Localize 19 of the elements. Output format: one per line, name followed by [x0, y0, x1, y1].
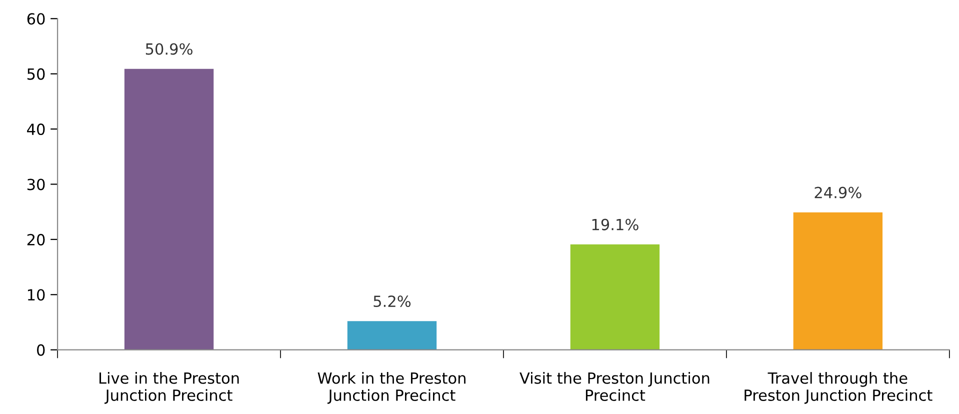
- data-label: 5.2%: [374, 296, 411, 308]
- y-tick-label: 10: [28, 289, 45, 301]
- y-tick-label: 40: [27, 123, 45, 136]
- y-tick-label: 60: [27, 13, 45, 25]
- x-tick-label: Live in the Preston Junction Precinct: [100, 372, 239, 404]
- y-tick-label: 30: [27, 178, 45, 190]
- data-label: 24.9%: [814, 186, 862, 198]
- y-tick-label: 20: [27, 234, 45, 246]
- y-tick-label: 50: [27, 68, 45, 80]
- data-label: 19.1%: [592, 218, 638, 230]
- x-tick-label: Visit the Preston Junction Precinct: [520, 372, 710, 401]
- bar: [570, 244, 660, 350]
- bar: [347, 321, 437, 350]
- x-tick-label: Travel through the Preston Junction Precinct: [744, 372, 932, 404]
- bar: [793, 212, 883, 350]
- y-tick-label: 0: [37, 344, 45, 356]
- bar: [124, 68, 214, 350]
- x-tick-label: Work in the Preston Junction Precinct: [318, 372, 466, 404]
- data-label: 50.9%: [146, 43, 192, 55]
